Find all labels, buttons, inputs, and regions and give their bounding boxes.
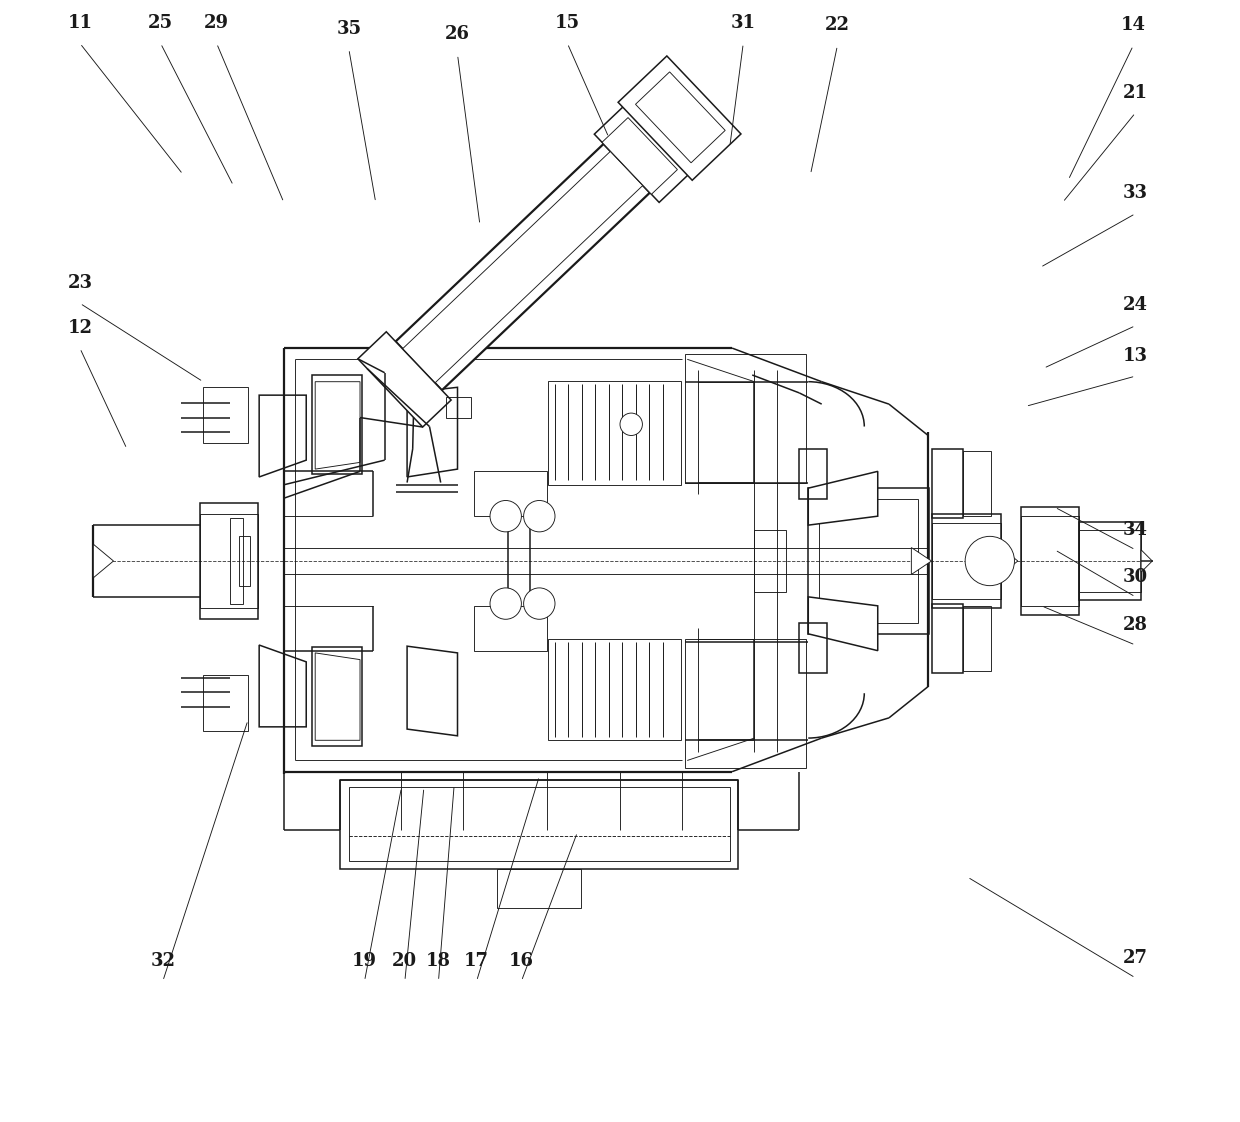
Bar xyxy=(820,499,918,623)
Bar xyxy=(800,449,827,499)
Text: 27: 27 xyxy=(1123,949,1148,967)
Bar xyxy=(1022,507,1080,615)
Bar xyxy=(963,451,991,516)
Polygon shape xyxy=(594,103,692,202)
Text: 34: 34 xyxy=(1123,521,1148,539)
Bar xyxy=(931,514,1001,608)
Text: 31: 31 xyxy=(730,15,755,33)
Text: 28: 28 xyxy=(1123,616,1148,634)
Bar xyxy=(931,449,963,518)
Bar xyxy=(446,397,471,417)
Bar xyxy=(1080,522,1141,600)
Polygon shape xyxy=(259,395,306,477)
Polygon shape xyxy=(618,56,742,181)
Bar xyxy=(231,518,243,604)
Polygon shape xyxy=(635,72,725,163)
Bar xyxy=(754,530,786,592)
Text: 17: 17 xyxy=(464,953,489,971)
Bar xyxy=(340,780,738,870)
Bar xyxy=(808,488,929,634)
Text: 25: 25 xyxy=(148,15,174,33)
Circle shape xyxy=(490,500,521,532)
Polygon shape xyxy=(407,646,458,736)
Text: 16: 16 xyxy=(508,953,534,971)
Text: 18: 18 xyxy=(427,953,451,971)
Bar xyxy=(931,523,1001,599)
Polygon shape xyxy=(808,597,878,651)
Polygon shape xyxy=(1001,548,1018,574)
Polygon shape xyxy=(1141,550,1152,572)
Bar xyxy=(931,604,963,673)
Bar xyxy=(311,375,362,473)
Bar xyxy=(1080,530,1141,592)
Circle shape xyxy=(620,413,642,435)
Text: 15: 15 xyxy=(554,15,580,33)
Text: 26: 26 xyxy=(445,26,470,44)
Text: 30: 30 xyxy=(1123,568,1148,586)
Bar xyxy=(311,647,362,746)
Polygon shape xyxy=(259,645,306,727)
Bar xyxy=(684,640,806,769)
Text: 23: 23 xyxy=(67,274,92,292)
Text: 19: 19 xyxy=(352,953,377,971)
Bar xyxy=(1022,516,1080,606)
Polygon shape xyxy=(396,144,650,390)
Text: 13: 13 xyxy=(1123,347,1148,365)
Polygon shape xyxy=(358,332,451,427)
Text: 11: 11 xyxy=(67,15,92,33)
Bar xyxy=(475,606,547,651)
Bar xyxy=(684,353,806,482)
Polygon shape xyxy=(315,381,360,469)
Bar xyxy=(548,380,681,485)
Bar xyxy=(348,788,730,862)
Bar xyxy=(200,503,258,619)
Bar xyxy=(239,536,250,586)
Text: 33: 33 xyxy=(1123,184,1148,202)
Polygon shape xyxy=(403,151,642,383)
Polygon shape xyxy=(911,548,931,574)
Bar xyxy=(963,606,991,671)
Polygon shape xyxy=(407,387,458,477)
Text: 24: 24 xyxy=(1123,296,1148,314)
Bar xyxy=(200,514,258,608)
Polygon shape xyxy=(93,544,114,578)
Bar xyxy=(475,471,547,516)
Text: 22: 22 xyxy=(825,17,849,35)
Bar xyxy=(800,623,827,673)
Polygon shape xyxy=(808,471,878,525)
Circle shape xyxy=(523,588,556,619)
Text: 20: 20 xyxy=(392,953,418,971)
Circle shape xyxy=(965,536,1014,586)
Circle shape xyxy=(523,500,556,532)
Text: 29: 29 xyxy=(205,15,229,33)
Text: 21: 21 xyxy=(1123,83,1148,102)
Bar xyxy=(203,387,248,443)
Bar xyxy=(203,675,248,732)
Circle shape xyxy=(490,588,521,619)
Polygon shape xyxy=(603,118,677,194)
Text: 14: 14 xyxy=(1121,17,1146,35)
Text: 32: 32 xyxy=(150,953,175,971)
Text: 12: 12 xyxy=(67,319,92,337)
Bar xyxy=(548,640,681,741)
Text: 35: 35 xyxy=(336,20,361,38)
Bar xyxy=(497,870,580,909)
Polygon shape xyxy=(315,653,360,741)
